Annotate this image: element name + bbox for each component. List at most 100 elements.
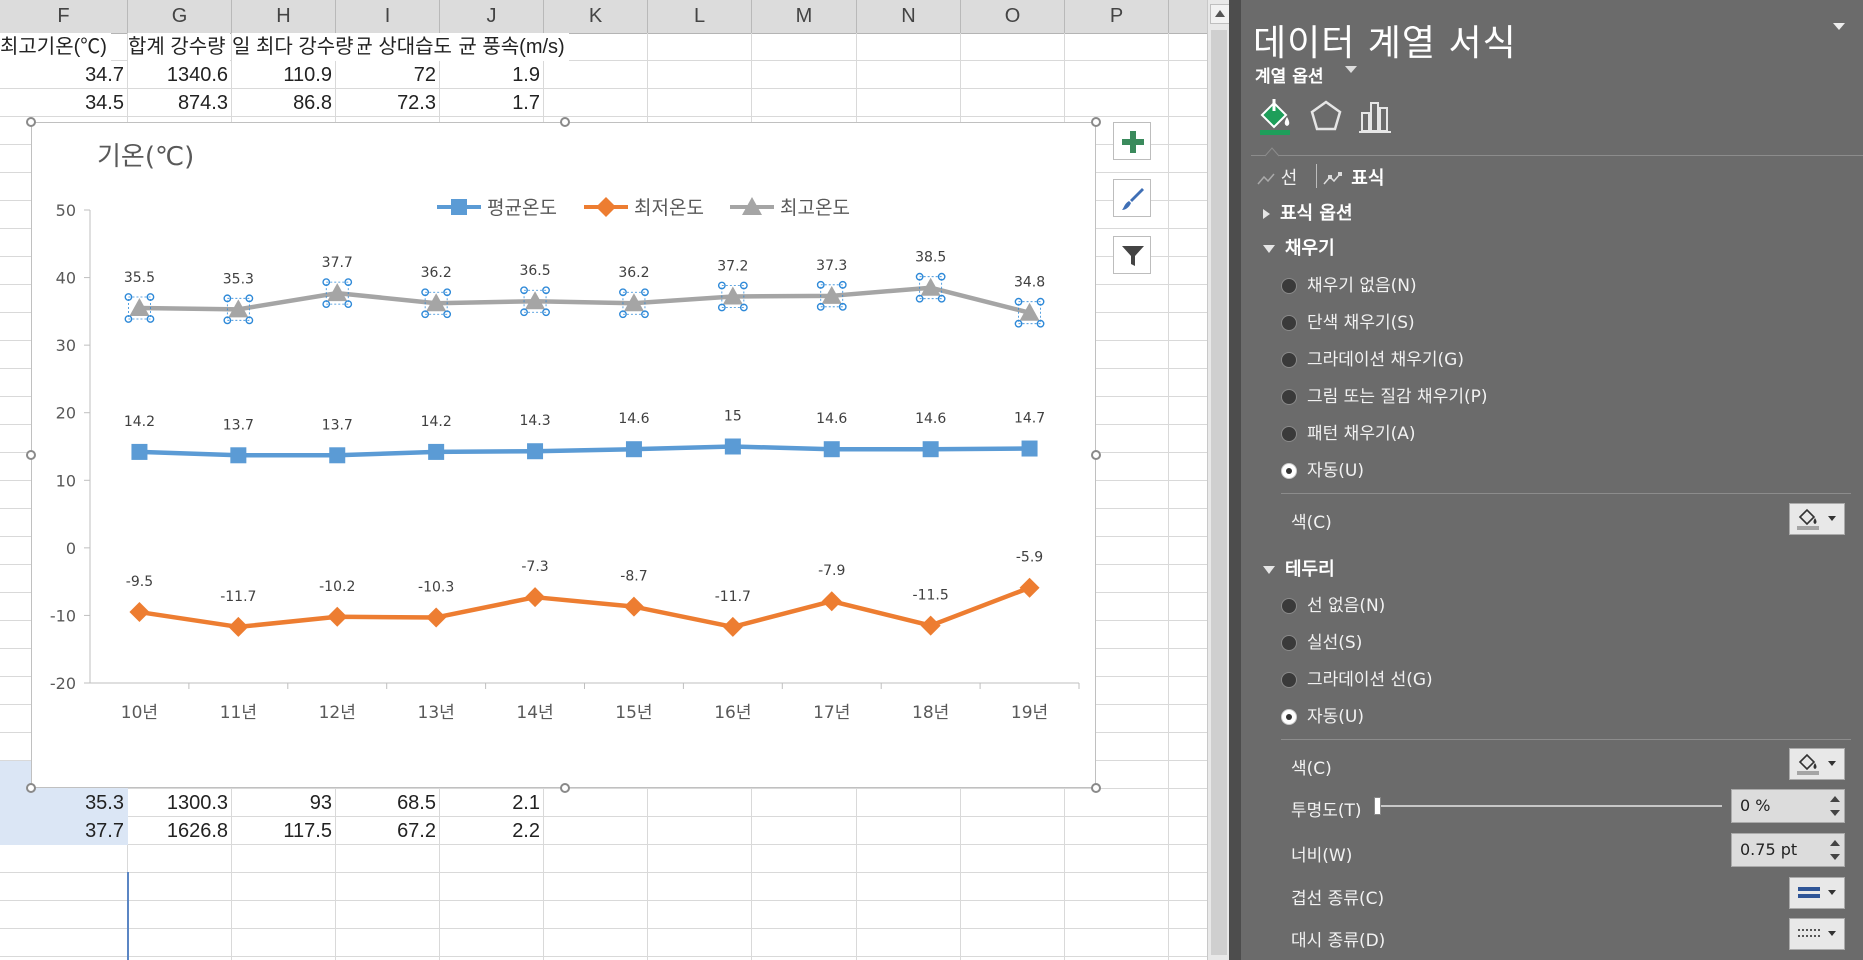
data-point: [129, 602, 150, 623]
data-point: [131, 443, 148, 460]
data-cell[interactable]: 67.2: [397, 820, 436, 842]
width-spinner[interactable]: [1826, 834, 1844, 866]
chart-elements-button[interactable]: [1113, 122, 1151, 160]
fill-section[interactable]: 채우기: [1263, 234, 1335, 260]
data-cell[interactable]: 110.9: [283, 64, 332, 86]
series-options-menu[interactable]: 계열 옵션: [1255, 67, 1324, 87]
header-cell[interactable]: 최고기온(℃): [0, 33, 111, 61]
radio-button[interactable]: [1281, 352, 1297, 368]
data-point: [823, 441, 840, 458]
selection-box: [523, 289, 547, 313]
series-options-icon[interactable]: [1356, 97, 1394, 137]
data-point: [426, 607, 447, 628]
chart-styles-button[interactable]: [1113, 179, 1151, 217]
column-header-j[interactable]: J: [440, 0, 544, 33]
data-cell[interactable]: 34.5: [85, 92, 124, 114]
y-tick-label: 40: [56, 269, 76, 288]
data-cell[interactable]: 68.5: [397, 792, 436, 814]
line-icon: [1257, 173, 1275, 185]
fill-line-icon[interactable]: [1256, 97, 1294, 137]
header-cell[interactable]: 평균 풍속(m/s): [440, 33, 569, 61]
line-chart[interactable]: 기온(℃) 50 40 30 20 10 0 -10 -20 10년 11년 12년 13년 14년 15년…: [32, 123, 1097, 789]
dash-type-dropdown[interactable]: [1789, 918, 1845, 950]
resize-handle-bottom[interactable]: [560, 783, 570, 793]
header-cell[interactable]: 일 최다 강수량: [232, 33, 358, 61]
border-color-picker[interactable]: [1789, 748, 1845, 780]
data-cell[interactable]: 117.5: [283, 820, 332, 842]
transparency-slider-thumb[interactable]: [1374, 797, 1381, 815]
data-label: 14.7: [1014, 411, 1045, 427]
column-header-g[interactable]: G: [128, 0, 232, 33]
pane-options-dropdown-icon[interactable]: [1832, 22, 1846, 32]
data-cell[interactable]: 2.2: [512, 820, 540, 842]
column-header-o[interactable]: O: [961, 0, 1065, 33]
data-cell[interactable]: 34.7: [85, 64, 124, 86]
data-cell[interactable]: 37.7: [0, 817, 128, 845]
data-cell[interactable]: 1300.3: [166, 792, 228, 814]
resize-handle-right[interactable]: [1091, 450, 1101, 460]
transparency-slider[interactable]: [1376, 805, 1722, 807]
radio-button[interactable]: [1281, 315, 1297, 331]
header-cell[interactable]: 합계 강수량: [128, 33, 230, 61]
data-cell[interactable]: 2.1: [512, 792, 540, 814]
compound-type-dropdown[interactable]: [1789, 877, 1845, 909]
row-gridline: [0, 116, 1207, 117]
radio-button[interactable]: [1281, 709, 1297, 725]
column-header-l[interactable]: L: [648, 0, 752, 33]
y-tick-label: 50: [56, 201, 76, 220]
resize-handle-top[interactable]: [560, 117, 570, 127]
scroll-up-button[interactable]: [1210, 4, 1230, 24]
data-point: [920, 615, 941, 636]
column-header-k[interactable]: K: [544, 0, 648, 33]
marker-options-section[interactable]: 표식 옵션: [1263, 199, 1353, 225]
column-header-p[interactable]: P: [1065, 0, 1169, 33]
tab-line[interactable]: 선: [1257, 164, 1297, 190]
resize-handle-bottom-right[interactable]: [1091, 783, 1101, 793]
vertical-scrollbar[interactable]: [1207, 0, 1230, 960]
pane-divider[interactable]: [1229, 0, 1241, 960]
data-cell[interactable]: 86.8: [293, 92, 332, 114]
data-cell[interactable]: 1.7: [512, 92, 540, 114]
resize-handle-top-right[interactable]: [1091, 117, 1101, 127]
data-cell[interactable]: 1.9: [512, 64, 540, 86]
transparency-input[interactable]: 0 %: [1731, 789, 1845, 823]
resize-handle-bottom-left[interactable]: [26, 783, 36, 793]
column-header-n[interactable]: N: [857, 0, 961, 33]
width-input[interactable]: 0.75 pt: [1731, 833, 1845, 867]
effects-icon[interactable]: [1307, 97, 1345, 137]
chart-filters-button[interactable]: [1113, 236, 1151, 274]
data-cell[interactable]: 1340.6: [166, 64, 228, 86]
radio-button[interactable]: [1281, 278, 1297, 294]
column-header-i[interactable]: I: [336, 0, 440, 33]
chevron-down-icon[interactable]: [1345, 66, 1357, 74]
column-header-m[interactable]: M: [752, 0, 857, 33]
series-line: [139, 285, 1031, 315]
transparency-spinner[interactable]: [1826, 790, 1844, 822]
data-cell[interactable]: 1626.8: [166, 820, 228, 842]
data-label: 37.7: [322, 255, 353, 271]
radio-button[interactable]: [1281, 598, 1297, 614]
tab-marker[interactable]: 표식: [1323, 164, 1384, 190]
border-section[interactable]: 테두리: [1263, 555, 1335, 581]
data-cell[interactable]: 72.3: [397, 92, 436, 114]
data-label: -10.2: [319, 579, 355, 595]
data-label: 13.7: [322, 417, 353, 433]
data-cell[interactable]: 72: [413, 64, 436, 86]
data-label: 36.5: [519, 263, 550, 279]
data-cell[interactable]: 874.3: [177, 92, 228, 114]
data-cell[interactable]: 35.3: [0, 789, 128, 817]
column-header-f[interactable]: F: [0, 0, 128, 33]
collapse-arrow-icon: [1263, 566, 1275, 574]
radio-button[interactable]: [1281, 426, 1297, 442]
radio-button[interactable]: [1281, 672, 1297, 688]
column-header-h[interactable]: H: [232, 0, 336, 33]
data-cell[interactable]: 93: [309, 792, 332, 814]
chart-area[interactable]: 기온(℃) 50 40 30 20 10 0 -10 -20 10년 11년 12년 13년 14년 15년…: [31, 122, 1096, 788]
radio-button[interactable]: [1281, 635, 1297, 651]
fill-color-picker[interactable]: [1789, 503, 1845, 535]
radio-button[interactable]: [1281, 463, 1297, 479]
resize-handle-left[interactable]: [26, 450, 36, 460]
resize-handle-top-left[interactable]: [26, 117, 36, 127]
radio-button[interactable]: [1281, 389, 1297, 405]
scroll-thumb[interactable]: [1211, 30, 1227, 955]
